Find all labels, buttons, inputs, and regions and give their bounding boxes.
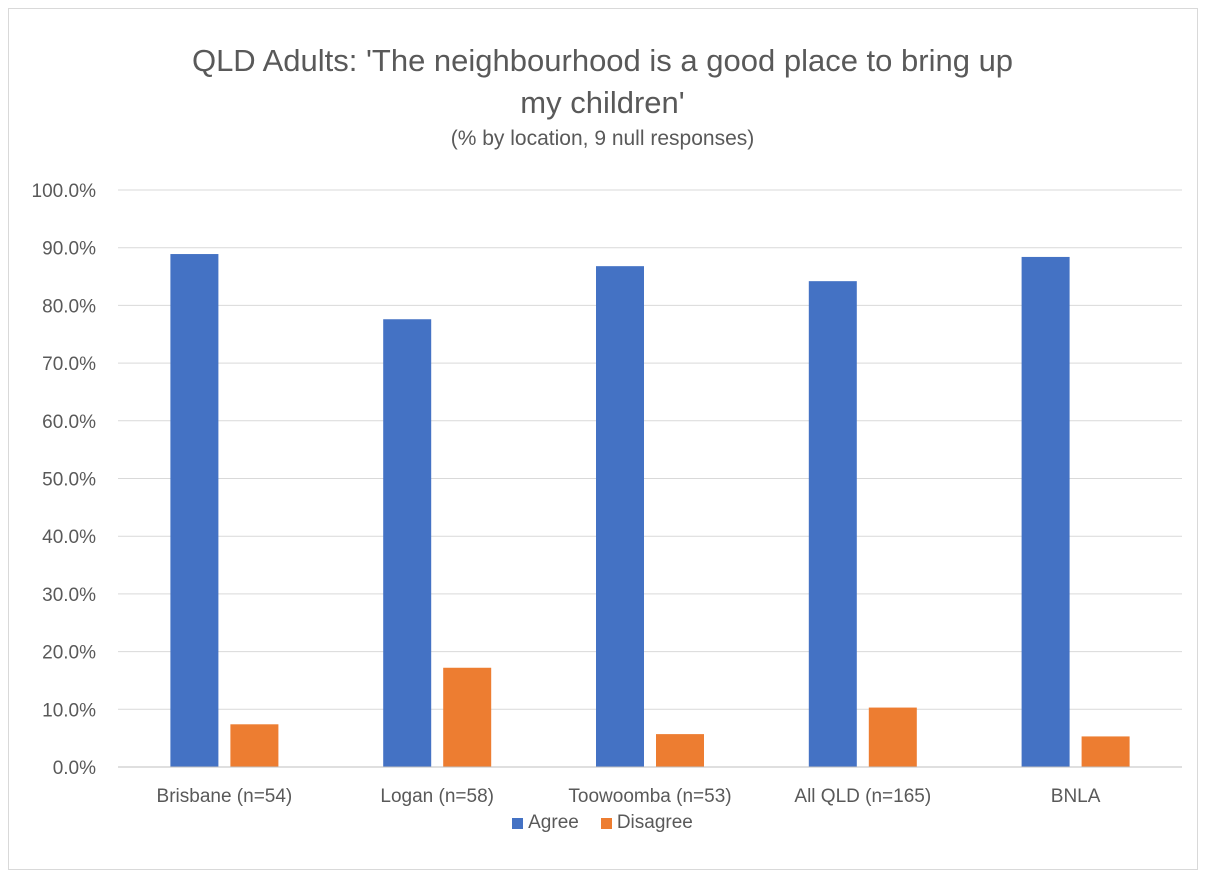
bar-agree-4 [1021, 256, 1070, 767]
y-tick-label: 30.0% [42, 585, 96, 606]
bar-disagree-2 [656, 734, 704, 767]
bar-disagree-1 [443, 667, 492, 767]
legend-swatch-disagree [600, 817, 612, 829]
y-tick-label: 0.0% [53, 758, 96, 779]
bar-disagree-0 [230, 724, 279, 767]
y-tick-label: 70.0% [42, 354, 96, 375]
y-tick-label: 20.0% [42, 643, 96, 664]
x-tick-label: Brisbane (n=54) [157, 786, 293, 807]
y-tick-label: 80.0% [42, 296, 96, 317]
x-tick-label: All QLD (n=165) [794, 786, 931, 807]
bar-agree-0 [170, 254, 219, 767]
legend-item-disagree: Disagree [600, 812, 693, 834]
chart-legend: Agree Disagree [0, 812, 1205, 834]
bar-agree-3 [808, 281, 857, 767]
x-tick-label: BNLA [1051, 786, 1101, 807]
bar-disagree-4 [1081, 736, 1130, 767]
legend-swatch-agree [512, 817, 524, 829]
chart-title: QLD Adults: 'The neighbourhood is a good… [0, 40, 1205, 124]
x-tick-label: Logan (n=58) [380, 786, 494, 807]
bar-agree-1 [383, 319, 432, 767]
legend-label-agree: Agree [528, 812, 579, 833]
chart-title-line-1: QLD Adults: 'The neighbourhood is a good… [191, 43, 1014, 78]
y-tick-label: 90.0% [42, 239, 96, 260]
y-tick-label: 100.0% [32, 181, 97, 202]
y-tick-label: 10.0% [42, 700, 96, 721]
y-tick-label: 40.0% [42, 527, 96, 548]
bar-disagree-3 [868, 707, 917, 767]
y-tick-label: 50.0% [42, 470, 96, 491]
legend-label-disagree: Disagree [616, 812, 693, 833]
chart-title-line-2: my children' [520, 85, 685, 120]
x-tick-label: Toowoomba (n=53) [568, 786, 731, 807]
bar-agree-2 [596, 266, 644, 767]
legend-item-agree: Agree [512, 812, 579, 834]
chart-subtitle: (% by location, 9 null responses) [450, 127, 755, 150]
y-tick-label: 60.0% [42, 412, 96, 433]
